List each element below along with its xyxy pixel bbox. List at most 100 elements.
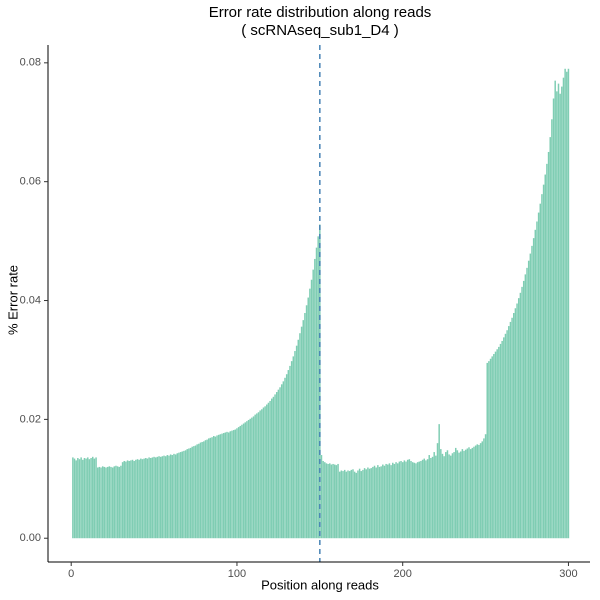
bar [493,354,495,539]
bar [406,459,409,539]
bar [334,464,336,539]
bar [469,449,472,539]
bar [128,460,130,539]
bar [451,453,454,539]
bar [360,471,363,539]
bar [390,465,392,539]
bar [138,459,140,539]
bar [193,446,195,539]
bar [380,466,382,539]
bar [484,434,487,539]
bar [211,437,213,539]
bar [304,313,306,539]
bar [241,424,243,539]
bar [158,456,160,539]
bar [345,471,348,539]
bar [388,463,391,539]
bar [75,460,77,539]
bar [476,444,479,539]
bar [378,466,381,539]
bar [194,445,197,539]
bar [511,317,513,539]
bar [239,425,242,539]
bar [340,470,343,539]
bar [269,400,271,539]
bar [136,459,139,539]
bar [312,269,314,539]
bar [517,298,520,539]
bar [295,345,298,539]
bar [178,452,180,539]
bar [300,326,303,539]
bar [271,398,273,539]
bar [231,430,233,539]
bar [446,450,449,539]
bar [307,297,309,539]
chart-title: Error rate distribution along reads [209,4,432,21]
bar [416,462,419,539]
bar [317,236,319,539]
bar [123,460,125,539]
bar [423,458,425,539]
bar [392,462,394,539]
bar [310,279,313,539]
x-tick-label: 0 [68,568,74,580]
bar [96,467,99,539]
bar [287,370,290,539]
bar [145,458,147,539]
bar [186,449,188,539]
bar [498,346,500,539]
bar [208,438,210,539]
bar [105,467,107,539]
bar [463,450,465,539]
bar [428,455,430,539]
bar [453,452,455,539]
bar [299,333,301,539]
bar [309,288,311,539]
bar [257,412,260,539]
bar [254,414,256,539]
y-tick-label: 0.00 [20,532,41,544]
bar [261,409,263,539]
bar [445,452,447,539]
x-tick-label: 100 [228,568,246,580]
bar [289,365,291,539]
bar [159,456,162,539]
bar [252,416,255,539]
bar [486,362,488,539]
bar [282,381,285,539]
bar [217,434,220,539]
bar [116,466,119,539]
bar [199,442,202,539]
bar [504,333,507,539]
bar [234,429,237,539]
x-tick-label: 200 [394,568,412,580]
bar [421,459,424,539]
bar [330,464,333,539]
bar [522,280,525,539]
bar [405,461,407,539]
bar [130,460,132,539]
bar [478,444,480,539]
bar [277,389,280,539]
bar [559,93,561,539]
bar [176,453,179,539]
bar [377,465,379,539]
bar [552,98,555,539]
bar [213,436,215,539]
bar [327,463,329,539]
bar [140,458,142,539]
bar [272,396,275,539]
bar [196,444,198,539]
bar [425,460,427,539]
bar [529,253,532,539]
bar [362,469,364,539]
bar [111,467,114,539]
bar [87,457,89,539]
bar [274,394,276,539]
bar [415,463,417,539]
bar [499,343,502,539]
bar [426,459,429,539]
bar [279,387,281,539]
